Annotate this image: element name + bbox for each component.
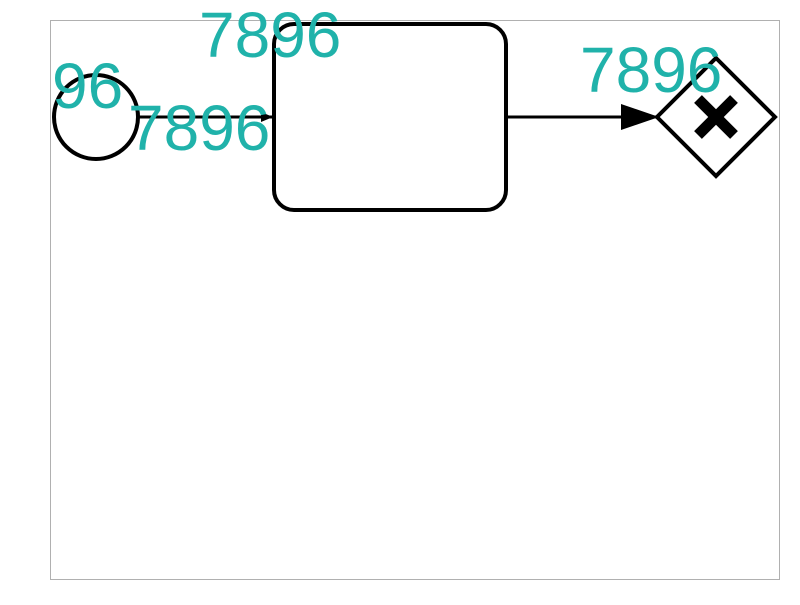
canvas-frame — [50, 20, 780, 580]
exclusive-gateway[interactable] — [654, 55, 778, 179]
task[interactable] — [272, 22, 508, 212]
start-event-label: 96 — [52, 50, 123, 122]
x-icon — [694, 95, 738, 139]
flow-task-to-gateway-label: 7896 — [580, 34, 722, 106]
task-label: 7896 — [199, 0, 341, 71]
flow-start-to-task-label: 7896 — [128, 92, 270, 164]
